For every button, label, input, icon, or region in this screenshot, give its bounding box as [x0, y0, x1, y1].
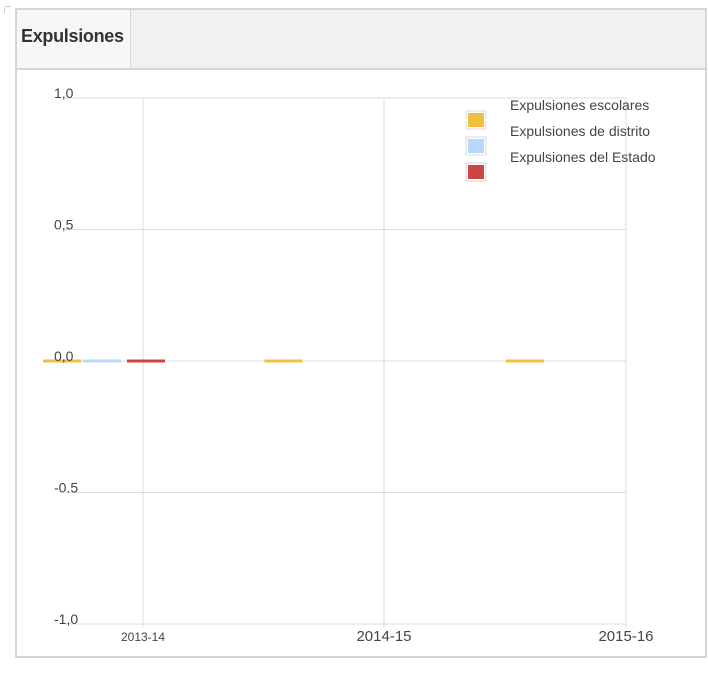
legend-label: Expulsiones de distrito	[510, 123, 650, 139]
x-tick-label: 2014-15	[356, 628, 411, 645]
legend-label: Expulsiones escolares	[510, 97, 649, 113]
legend-swatch	[468, 165, 484, 179]
bar[interactable]	[264, 359, 303, 363]
y-tick-label: 1,0	[54, 85, 74, 101]
bar[interactable]	[43, 359, 81, 363]
x-tick-label: 2015-16	[598, 628, 653, 645]
bar[interactable]	[506, 359, 544, 363]
legend-label: Expulsiones del Estado	[510, 149, 656, 165]
chart-panel: Expulsiones	[15, 8, 707, 658]
bar-layer	[43, 359, 544, 363]
corner-mark	[4, 6, 11, 13]
panel-title: Expulsiones	[21, 26, 124, 46]
legend-swatch	[468, 113, 484, 127]
legend-swatch	[468, 139, 484, 153]
x-tick-label: 2013-14	[121, 630, 165, 644]
bar[interactable]	[127, 359, 165, 363]
y-tick-label: 0,5	[54, 217, 74, 233]
y-tick-label: -0.5	[54, 480, 78, 496]
panel-header: Expulsiones	[17, 10, 705, 70]
header-title-cell: Expulsiones	[17, 10, 131, 68]
tick-layer: 1,0 0,5 0,0 -0.5 -1,0 2013-14 2014-15 2015-16	[54, 85, 654, 645]
y-tick-label: -1,0	[54, 611, 78, 627]
bar[interactable]	[83, 359, 121, 363]
y-tick-label: 0,0	[54, 348, 74, 364]
legend: Expulsiones escolares Expulsiones de dist…	[465, 97, 656, 182]
grid-layer	[65, 97, 627, 628]
